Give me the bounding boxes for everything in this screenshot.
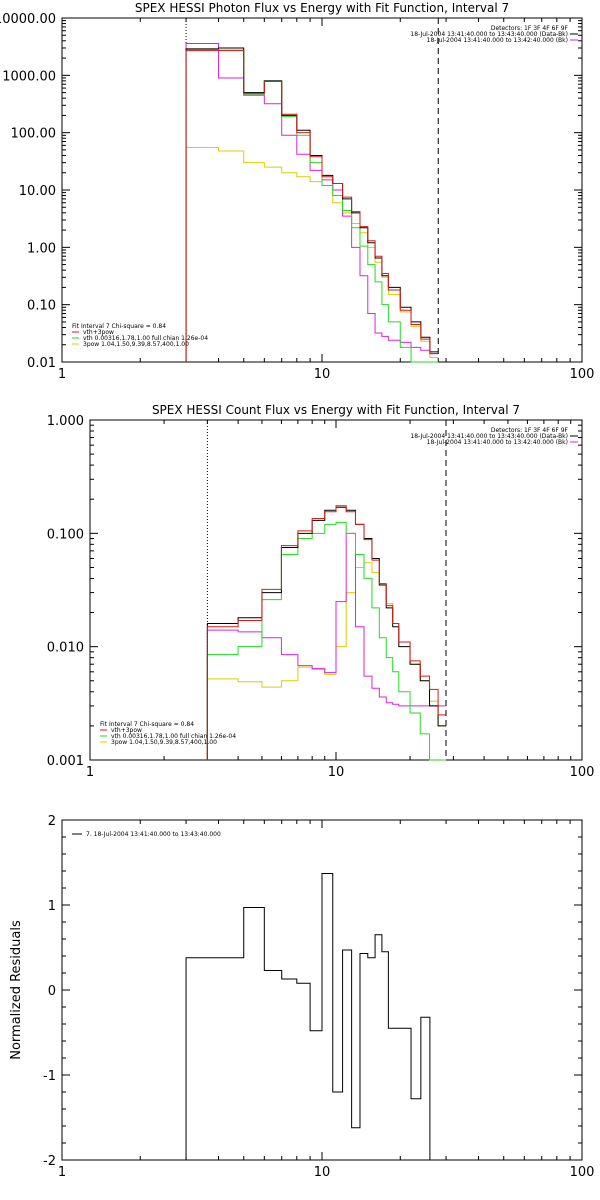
- x-tick-label: 100: [570, 765, 595, 780]
- y-axis-title: Normalized Residuals: [9, 920, 24, 1060]
- x-tick-label: 100: [570, 367, 595, 382]
- x-tick-label: 10: [314, 1165, 331, 1180]
- y-tick-label: 0: [48, 984, 56, 999]
- y-tick-label: 1: [48, 899, 56, 914]
- plot-frame: [61, 17, 583, 363]
- legend-header: Fit Interval 7 Chi-square = 0.84: [72, 323, 166, 330]
- series-total-line: [206, 505, 447, 760]
- chart-2: [89, 419, 583, 761]
- y-tick-label: -2: [43, 1154, 56, 1169]
- legend-entry: 7. 18-Jul-2004 13:41:40.000 to 13:43:40.…: [86, 831, 221, 838]
- series-residuals-line: [185, 873, 439, 1161]
- legend-entry: vth+3pow: [111, 727, 142, 734]
- chart-title: SPEX HESSI Photon Flux vs Energy with Fi…: [135, 1, 509, 15]
- legend-entry: 3pow 1.04,1.50,9.39,8.57,400,1.00: [83, 341, 189, 348]
- y-tick-label: 1.00: [27, 241, 56, 256]
- legend-entry: vth+3pow: [83, 329, 114, 336]
- series-total-line: [185, 50, 439, 362]
- info-line: 18-Jul-2004 13:41:40.000 to 13:42:40.000…: [427, 439, 568, 446]
- info-line: 18-Jul-2004 13:41:40.000 to 13:43:40.000…: [410, 433, 568, 440]
- y-tick-label: 0.010: [47, 641, 84, 656]
- info-line: 18-Jul-2004 13:41:40.000 to 13:43:40.000…: [410, 31, 568, 38]
- series-background-line: [185, 42, 439, 362]
- series-thermal-line: [206, 521, 447, 761]
- info-line: Detectors: 1F 3F 4F 6F 9F: [491, 25, 569, 32]
- plot-frame: [89, 419, 583, 761]
- legend-entry: 3pow 1.04,1.50,9.39,8.57,400,1.00: [111, 739, 217, 746]
- x-tick-label: 10: [314, 367, 331, 382]
- x-tick-label: 1: [86, 765, 94, 780]
- y-tick-label: 0.001: [47, 754, 84, 769]
- y-tick-label: 0.01: [27, 356, 56, 371]
- y-tick-label: 0.10: [27, 299, 56, 314]
- series-data-line: [185, 47, 439, 362]
- y-tick-label: 1.000: [47, 414, 84, 429]
- chart-1: [61, 17, 583, 363]
- y-tick-label: 0.100: [47, 527, 84, 542]
- x-tick-label: 1: [58, 1165, 66, 1180]
- series-data-line: [206, 506, 447, 760]
- y-tick-label: -1: [43, 1069, 56, 1084]
- info-line: Detectors: 1F 3F 4F 6F 9F: [491, 427, 569, 434]
- x-tick-label: 10: [328, 765, 345, 780]
- y-tick-label: 2: [48, 814, 56, 829]
- info-line: 18-Jul-2004 13:41:40.000 to 13:42:40.000…: [427, 37, 568, 44]
- legend-entry: vth 0.00316,1.78,1.00 full chian 1.26e-0…: [111, 733, 236, 740]
- series-thermal-line: [185, 49, 439, 363]
- y-tick-label: 100.00: [11, 127, 57, 142]
- y-tick-label: 10.00: [19, 184, 56, 199]
- x-tick-label: 100: [570, 1165, 595, 1180]
- legend-header: Fit Interval 7 Chi-square = 0.84: [100, 721, 194, 728]
- y-tick-label: 1000.00: [2, 69, 56, 84]
- chart-title: SPEX HESSI Count Flux vs Energy with Fit…: [152, 403, 520, 417]
- x-tick-label: 1: [58, 367, 66, 382]
- legend-entry: vth 0.00316,1.78,1.00 full chian 1.26e-0…: [83, 335, 208, 342]
- chart-3: [61, 819, 583, 1161]
- y-tick-label: 10000.00: [0, 12, 56, 27]
